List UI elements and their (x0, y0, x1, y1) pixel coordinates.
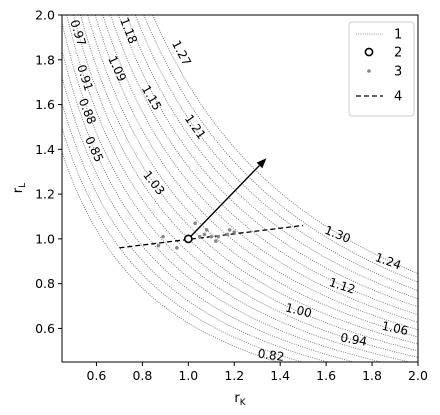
axis-ticks: 0.6 0.8 1.0 1.2 1.4 1.6 1.8 2.0 0.6 0.8 1.0 1.2 1.4 1… (35, 8, 428, 384)
reference-point (183, 234, 193, 244)
contour-line (73, 15, 418, 352)
x-tick-label: 1.8 (362, 368, 382, 383)
contour-line (80, 15, 418, 345)
y-tick-label: 2.0 (35, 8, 55, 23)
x-tick-label: 0.6 (87, 368, 107, 383)
x-tick-label: 2.0 (408, 368, 428, 383)
scatter-point (227, 228, 232, 232)
scatter-point (161, 234, 165, 239)
x-tick-label: 0.8 (132, 368, 152, 383)
scatter-point (216, 234, 220, 239)
legend-reference-point-symbol (364, 47, 374, 57)
contour-line (62, 150, 279, 362)
legend-box (348, 21, 415, 117)
legend-label-1: 1 (394, 28, 402, 43)
scatter-point (225, 232, 230, 237)
contour-line (118, 15, 418, 308)
y-tick-label: 1.0 (35, 231, 55, 246)
y-tick-label: 1.4 (35, 142, 55, 157)
gradient-arrow-shaft (187, 164, 260, 240)
contour-line (110, 15, 418, 316)
contour-level-label: 1.00 (284, 300, 313, 320)
legend: 1 2 3 4 (348, 21, 415, 117)
y-tick-label: 0.6 (35, 321, 55, 336)
legend-label-3: 3 (394, 65, 402, 80)
contour-lines (62, 15, 418, 362)
contour-line (143, 15, 418, 283)
contour-line (66, 15, 418, 358)
y-tick-label: 1.8 (35, 52, 55, 67)
contour-line (62, 75, 356, 362)
x-tick-label: 1.6 (316, 368, 336, 383)
y-tick-label: 0.8 (35, 276, 55, 291)
gradient-arrow-head (256, 158, 267, 169)
scatter-point (175, 246, 179, 250)
y-tick-label: 1.2 (35, 187, 55, 202)
y-tick-label: 1.6 (35, 97, 55, 112)
x-tick-label: 1.4 (270, 368, 290, 383)
contour-level-label: 0.82 (257, 346, 285, 364)
scatter-point (198, 234, 202, 239)
contour-level-label: 0.94 (339, 330, 368, 348)
scatter-point (204, 228, 209, 232)
y-axis-label: rL (11, 183, 28, 193)
plot-frame (61, 14, 419, 363)
x-tick-label: 1.2 (224, 368, 244, 383)
contour-line (87, 15, 418, 338)
contour-line (62, 21, 412, 362)
series-layer (119, 158, 304, 250)
legend-label-4: 4 (394, 90, 402, 105)
scatter-point (214, 239, 218, 243)
contour-level-label: 1.06 (381, 319, 410, 338)
x-axis-label: rK (234, 391, 246, 408)
legend-label-2: 2 (394, 46, 402, 61)
scatter-point (156, 243, 161, 248)
scatter-point (193, 221, 198, 225)
scatter-point (232, 230, 237, 234)
contour-line (94, 15, 418, 331)
x-tick-label: 1.0 (178, 368, 198, 383)
scatter-point (202, 232, 207, 237)
legend-scatter-symbol (367, 69, 371, 73)
scatter-point (209, 234, 214, 239)
